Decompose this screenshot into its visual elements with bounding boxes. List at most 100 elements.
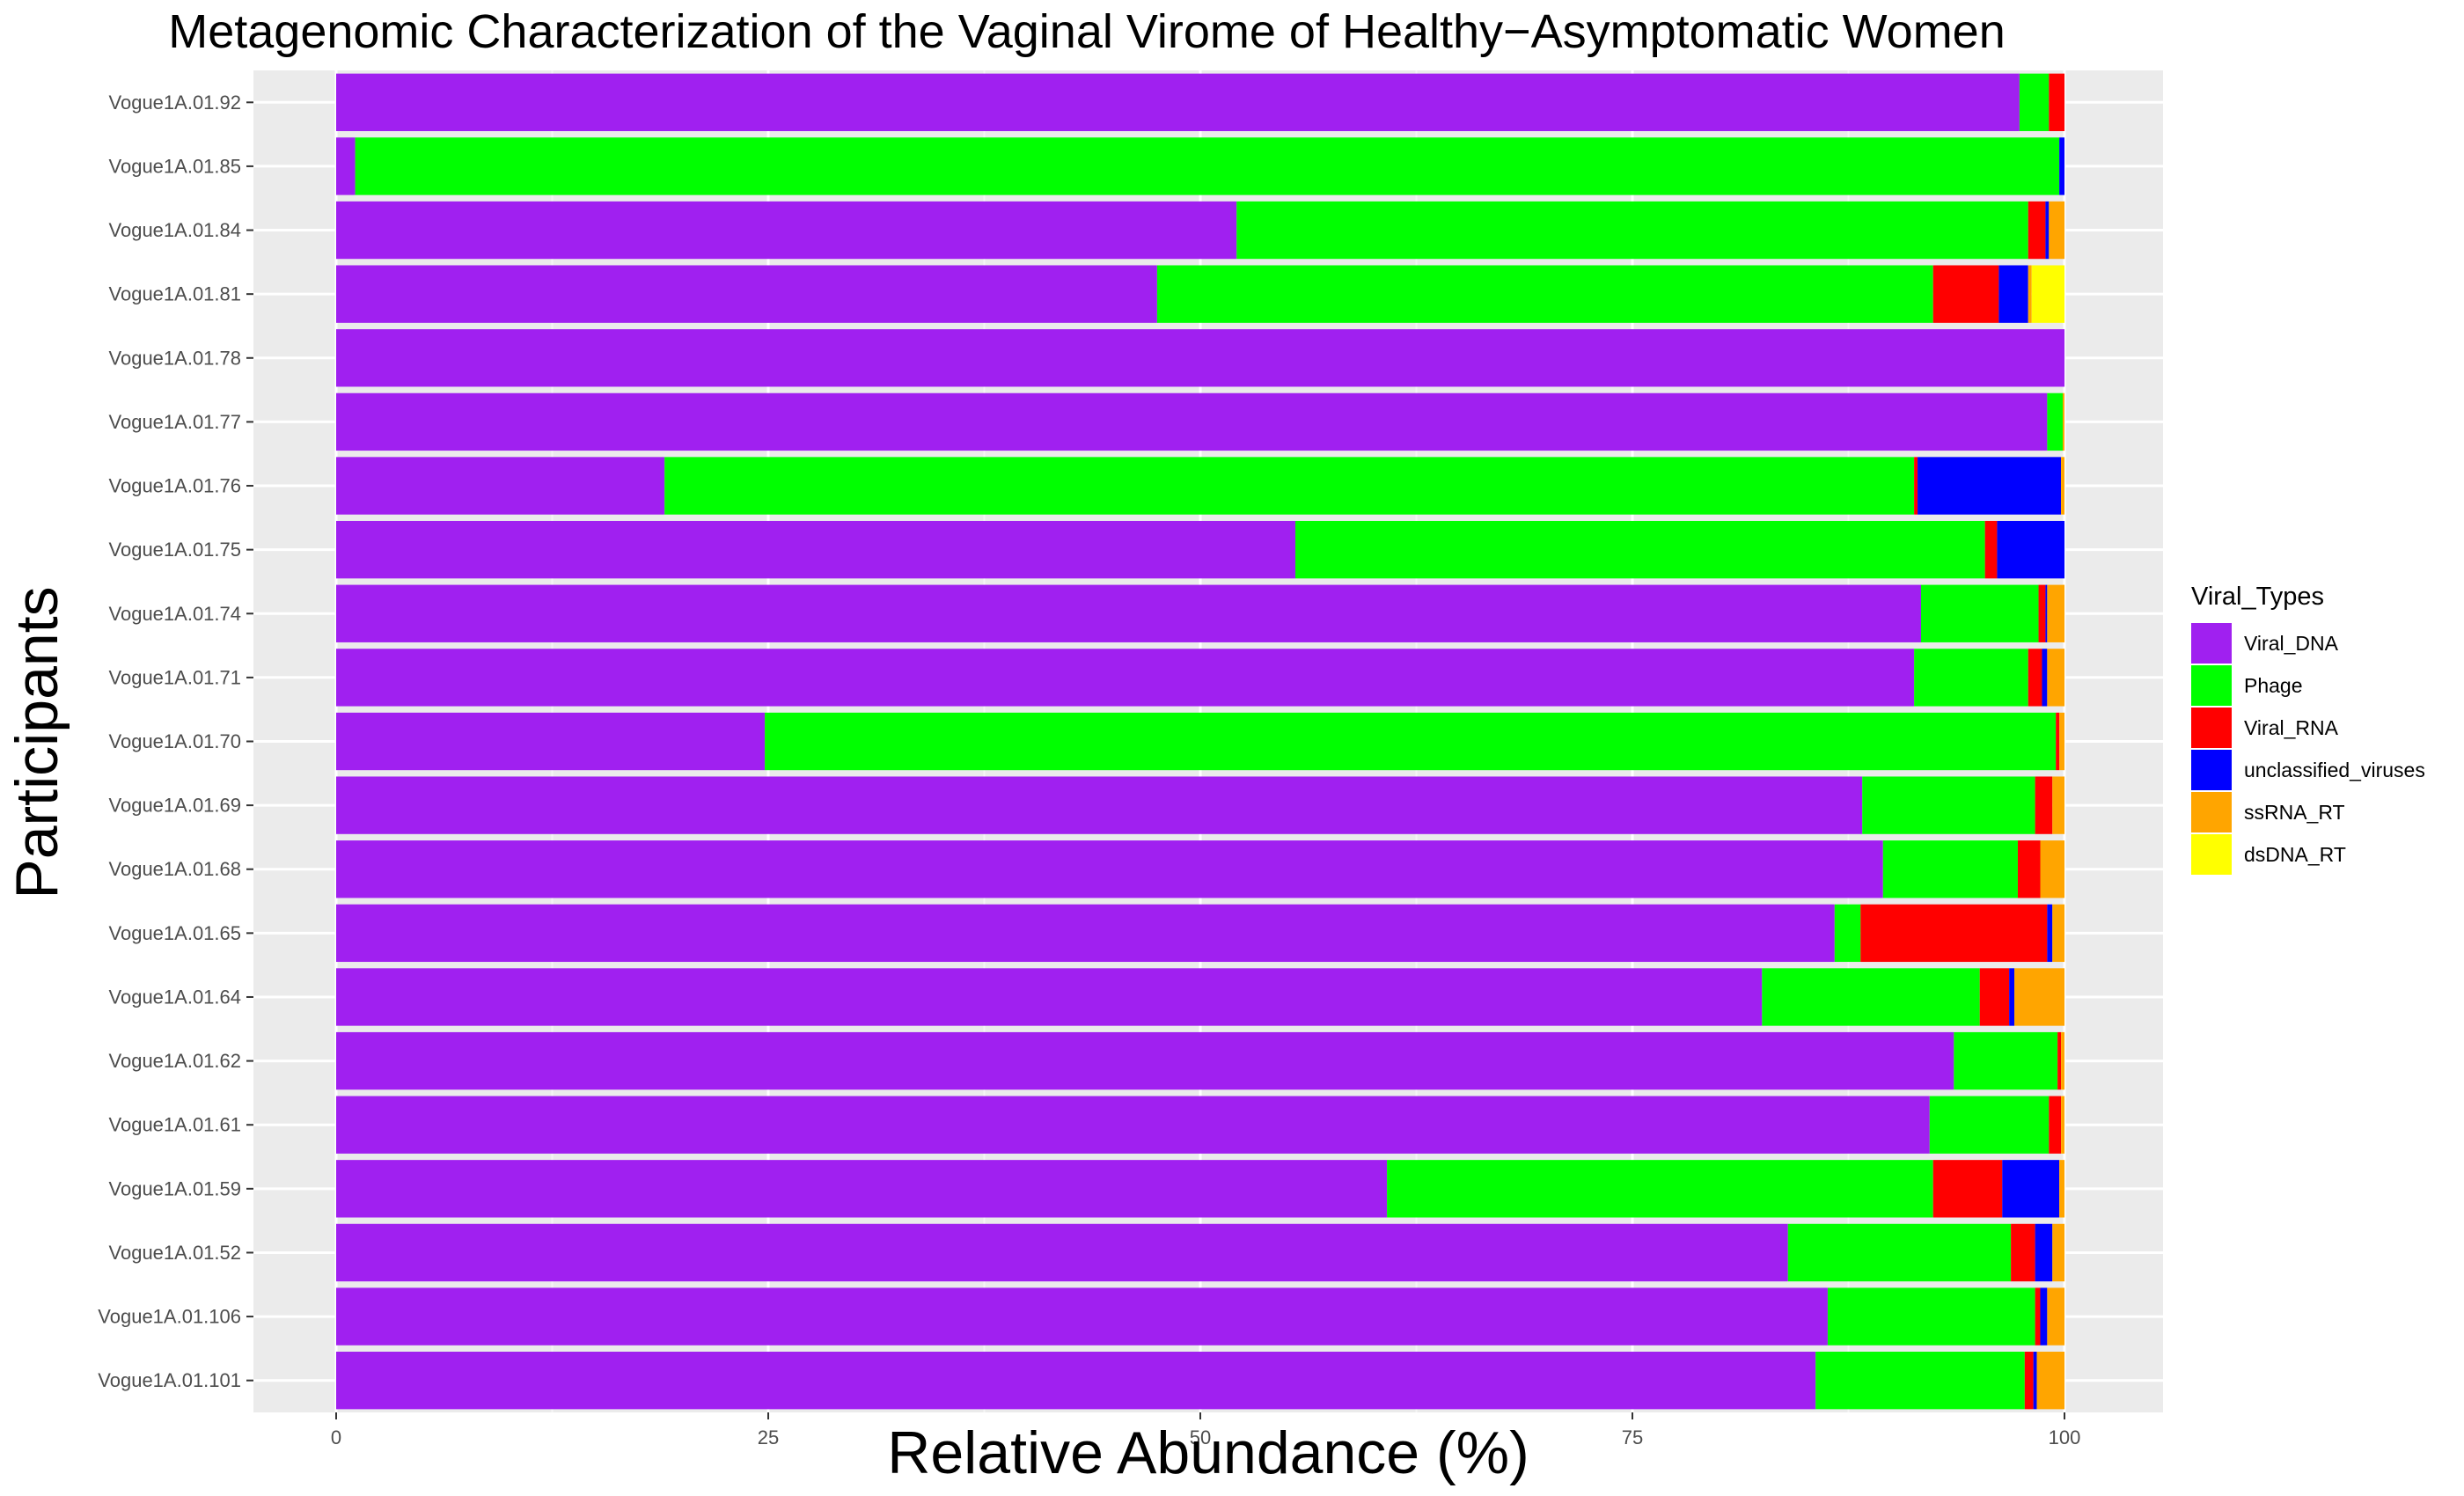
legend-item: unclassified_viruses bbox=[2191, 749, 2425, 791]
y-tick-label: Vogue1A.01.75 bbox=[109, 539, 241, 561]
bar-segment bbox=[2028, 201, 2046, 260]
legend-color-key bbox=[2191, 623, 2232, 664]
bar-segment bbox=[2017, 840, 2041, 898]
bar-segment bbox=[2028, 265, 2032, 323]
bar-segment bbox=[336, 520, 1296, 579]
bar-segment bbox=[1860, 904, 2048, 963]
bar-segment bbox=[2040, 1287, 2048, 1346]
bar-segment bbox=[1815, 1352, 2025, 1410]
bar-segment bbox=[1920, 584, 2039, 642]
x-axis-label: Relative Abundance (%) bbox=[887, 1419, 1529, 1486]
bar-segment bbox=[1997, 520, 2064, 579]
y-tick-label: Vogue1A.01.69 bbox=[109, 795, 241, 817]
legend-item: Phage bbox=[2191, 664, 2425, 707]
legend-color-key bbox=[2191, 665, 2232, 706]
bar-segment bbox=[2028, 649, 2042, 707]
bar-segment bbox=[2047, 392, 2064, 451]
bar-segment bbox=[1979, 968, 2010, 1026]
bar-segment bbox=[336, 392, 2048, 451]
x-tick-label: 50 bbox=[1190, 1426, 1211, 1448]
chart-title: Metagenomic Characterization of the Vagi… bbox=[168, 5, 2006, 58]
y-tick-label: Vogue1A.01.62 bbox=[109, 1050, 241, 1072]
y-tick-label: Vogue1A.01.52 bbox=[109, 1242, 241, 1264]
bar-segment bbox=[336, 1223, 1788, 1282]
y-tick-label: Vogue1A.01.92 bbox=[109, 92, 241, 114]
bar-segment bbox=[1998, 265, 2028, 323]
bar-segment bbox=[664, 457, 1915, 515]
bar-segment bbox=[336, 776, 1863, 834]
legend-color-key bbox=[2191, 750, 2232, 790]
legend-item: Viral_RNA bbox=[2191, 707, 2425, 749]
bar-segment bbox=[765, 712, 2057, 771]
bar-segment bbox=[2061, 1096, 2064, 1154]
bar-segment bbox=[2035, 776, 2053, 834]
bar-segment bbox=[2047, 1287, 2064, 1346]
y-tick-label: Vogue1A.01.68 bbox=[109, 858, 241, 880]
bar-segment bbox=[2052, 904, 2064, 963]
bar-segment bbox=[336, 1031, 1954, 1090]
bar-segment bbox=[2059, 1160, 2064, 1218]
bar-segment bbox=[1929, 1096, 2050, 1154]
bar-segment bbox=[336, 968, 1763, 1026]
x-tick-label: 25 bbox=[758, 1426, 779, 1448]
bar-segment bbox=[1932, 1160, 2003, 1218]
bar-segment bbox=[1882, 840, 2018, 898]
bar-segment bbox=[1918, 457, 2062, 515]
y-tick-label: Vogue1A.01.71 bbox=[109, 666, 241, 688]
y-tick-label: Vogue1A.01.64 bbox=[109, 986, 241, 1008]
legend-title: Viral_Types bbox=[2191, 583, 2324, 611]
legend-item: ssRNA_RT bbox=[2191, 791, 2425, 833]
y-tick-label: Vogue1A.01.84 bbox=[109, 219, 241, 241]
bar-segment bbox=[355, 137, 2060, 195]
y-tick-label: Vogue1A.01.76 bbox=[109, 475, 241, 497]
bar-segment bbox=[2059, 137, 2064, 195]
legend-label: Viral_RNA bbox=[2244, 715, 2338, 739]
bar-segment bbox=[2040, 840, 2064, 898]
legend-item: Viral_DNA bbox=[2191, 622, 2425, 664]
bar-segment bbox=[1787, 1223, 2012, 1282]
legend-label: Phage bbox=[2244, 673, 2303, 697]
bar-segment bbox=[336, 201, 1237, 260]
bar-segment bbox=[2056, 712, 2060, 771]
bar-segment bbox=[336, 329, 2064, 387]
legend-label: ssRNA_RT bbox=[2244, 800, 2345, 824]
bar-segment bbox=[2014, 968, 2064, 1026]
bar-segment bbox=[336, 904, 1835, 963]
bar-segment bbox=[2047, 584, 2064, 642]
x-tick-label: 75 bbox=[1622, 1426, 1643, 1448]
bar-segment bbox=[2063, 392, 2064, 451]
bar-segment bbox=[1834, 904, 1861, 963]
bar-segment bbox=[2035, 1287, 2041, 1346]
bar-segment bbox=[336, 649, 1915, 707]
bar-segment bbox=[2047, 904, 2053, 963]
x-tick-label: 100 bbox=[2049, 1426, 2081, 1448]
y-tick-label: Vogue1A.01.77 bbox=[109, 411, 241, 433]
bar-segment bbox=[2019, 73, 2050, 131]
y-tick-label: Vogue1A.01.70 bbox=[109, 730, 241, 752]
bar-segment bbox=[1762, 968, 1980, 1026]
bar-segment bbox=[336, 1160, 1388, 1218]
legend-color-key bbox=[2191, 708, 2232, 748]
bar-segment bbox=[1914, 457, 1918, 515]
y-tick-label: Vogue1A.01.61 bbox=[109, 1114, 241, 1136]
legend-items: Viral_DNA Phage Viral_RNA unclassified_viru… bbox=[2191, 622, 2425, 876]
bar-segment bbox=[2045, 201, 2050, 260]
y-tick-label: Vogue1A.01.78 bbox=[109, 347, 241, 369]
y-tick-label: Vogue1A.01.85 bbox=[109, 155, 241, 177]
y-tick-label: Vogue1A.01.101 bbox=[98, 1369, 241, 1391]
bar-segment bbox=[2049, 1096, 2062, 1154]
bar-segment bbox=[1827, 1287, 2035, 1346]
legend-label: dsDNA_RT bbox=[2244, 842, 2346, 866]
y-axis-ticks: Vogue1A.01.92 Vogue1A.01.85 Vogue1A.01.84 V… bbox=[98, 92, 253, 1391]
bar-segment bbox=[2035, 1223, 2053, 1282]
y-tick-label: Vogue1A.01.106 bbox=[98, 1306, 241, 1328]
bar-segment bbox=[336, 1287, 1828, 1346]
bar-segment bbox=[2024, 1352, 2034, 1410]
bar-segment bbox=[2052, 776, 2064, 834]
bar-segment bbox=[2057, 1031, 2062, 1090]
bar-segment bbox=[2042, 649, 2048, 707]
bar-segment bbox=[2002, 1160, 2060, 1218]
bar-segment bbox=[2045, 584, 2048, 642]
